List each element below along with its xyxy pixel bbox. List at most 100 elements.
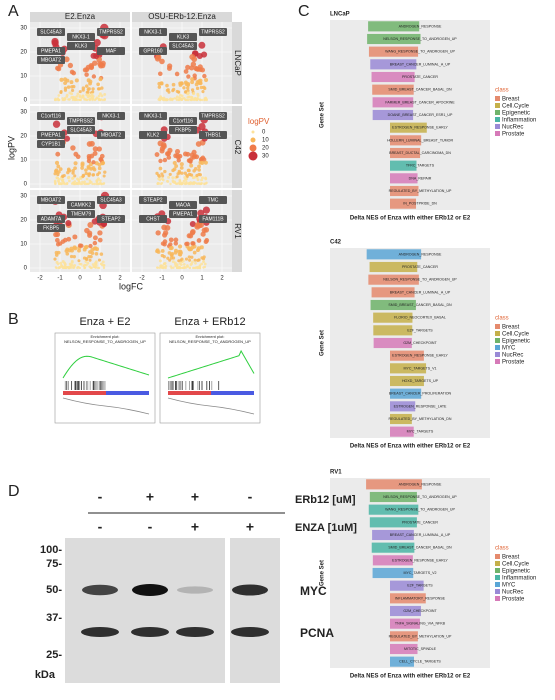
point <box>66 236 72 242</box>
gene-label-box <box>37 140 65 148</box>
point <box>154 55 161 62</box>
point <box>168 246 173 251</box>
blot <box>230 538 280 683</box>
point <box>175 182 178 185</box>
band-pcna <box>131 627 169 637</box>
bar <box>390 173 418 184</box>
point <box>169 256 174 260</box>
gene-label: SLC45A3 <box>40 29 62 35</box>
point <box>68 179 71 183</box>
point <box>187 255 192 259</box>
point <box>92 146 99 152</box>
point <box>96 82 101 87</box>
bar <box>371 287 415 298</box>
point <box>201 98 204 102</box>
point <box>74 78 79 83</box>
point <box>55 176 59 180</box>
point <box>191 241 196 246</box>
gene-set-label: ANDROGEN_RESPONSE <box>399 482 442 486</box>
bar <box>369 261 418 273</box>
gene-label: C1orf116 <box>173 118 193 124</box>
legend-swatch <box>495 596 500 601</box>
point <box>196 52 203 60</box>
gene-label-box <box>169 126 197 134</box>
bar <box>371 542 415 553</box>
point <box>204 78 209 83</box>
point <box>178 96 181 99</box>
point <box>169 182 172 186</box>
gene-label-box <box>97 131 125 139</box>
gene-label-box <box>37 215 65 223</box>
point <box>89 153 95 159</box>
gene-set-label: ESTROGEN_RESPONSE_LATE <box>394 404 447 408</box>
gene-label: NKX3-1 <box>144 113 162 119</box>
point <box>159 58 165 65</box>
legend-label: Inflammation <box>502 118 536 124</box>
point <box>92 240 98 246</box>
point <box>166 155 172 160</box>
point <box>67 62 74 69</box>
gene-label: THBS1 <box>205 132 221 138</box>
point <box>53 179 57 183</box>
y-tick-label: 30 <box>20 110 27 116</box>
point <box>189 220 196 228</box>
band-pcna <box>231 627 269 637</box>
point <box>64 265 68 269</box>
gene-label: TMEM79 <box>71 211 92 217</box>
point <box>92 235 98 241</box>
gene-label-box <box>67 117 95 125</box>
point <box>158 166 163 171</box>
point <box>72 254 76 259</box>
point <box>160 253 165 258</box>
cell-line-title: RV1 <box>330 470 342 476</box>
point <box>170 253 174 257</box>
gene-set-label: INFLAMMATORY_RESPONSE <box>395 596 446 600</box>
point <box>200 160 205 165</box>
gsea-frame <box>54 332 156 424</box>
point <box>94 261 97 265</box>
point <box>168 172 172 177</box>
point <box>97 61 103 67</box>
gene-set-label: WANG_RESPONSE_TO_ANDROGEN_UP <box>385 50 455 54</box>
band-label: PCNA <box>300 626 334 640</box>
marker-label: 37- <box>46 612 62 624</box>
point <box>165 83 169 88</box>
gene-label-box <box>97 47 125 55</box>
point <box>73 166 77 171</box>
y-tick-label: 20 <box>20 134 27 140</box>
legend-label: Breast <box>502 325 520 331</box>
point <box>185 181 188 185</box>
legend-label: 30 <box>262 154 269 160</box>
gene-label-box <box>37 196 65 204</box>
point <box>167 251 172 255</box>
point <box>72 266 76 269</box>
gene-set-label: ESTROGEN_RESPONSE_EARLY <box>392 126 448 130</box>
gene-label: SLC45A3 <box>172 43 194 49</box>
point <box>198 41 206 49</box>
gene-set-label: BREAST_CANCER_LUMINAL_A_UP <box>390 62 451 66</box>
point <box>166 256 170 260</box>
bar <box>369 491 417 503</box>
point <box>182 262 186 266</box>
bar <box>367 33 421 45</box>
point <box>177 98 181 102</box>
gene-set-label: WANG_RESPONSE_TO_ANDROGEN_UP <box>385 508 455 512</box>
rank-bar-pos <box>168 391 211 395</box>
point <box>83 245 88 250</box>
cell-line-title: C42 <box>330 240 342 246</box>
point <box>173 237 179 243</box>
legend-swatch <box>495 103 500 108</box>
gene-label-box <box>139 196 167 204</box>
x-tick-label: 1 <box>98 276 102 282</box>
point <box>184 90 188 94</box>
point <box>191 149 197 155</box>
point <box>188 266 192 270</box>
point <box>88 79 93 84</box>
gene-label-box <box>139 131 167 139</box>
point <box>84 257 89 261</box>
y-tick-label: 0 <box>24 182 28 188</box>
point <box>56 250 61 255</box>
gsea-plot-title: Enrichment plot: <box>196 334 225 339</box>
point <box>86 164 91 169</box>
point <box>56 97 60 101</box>
